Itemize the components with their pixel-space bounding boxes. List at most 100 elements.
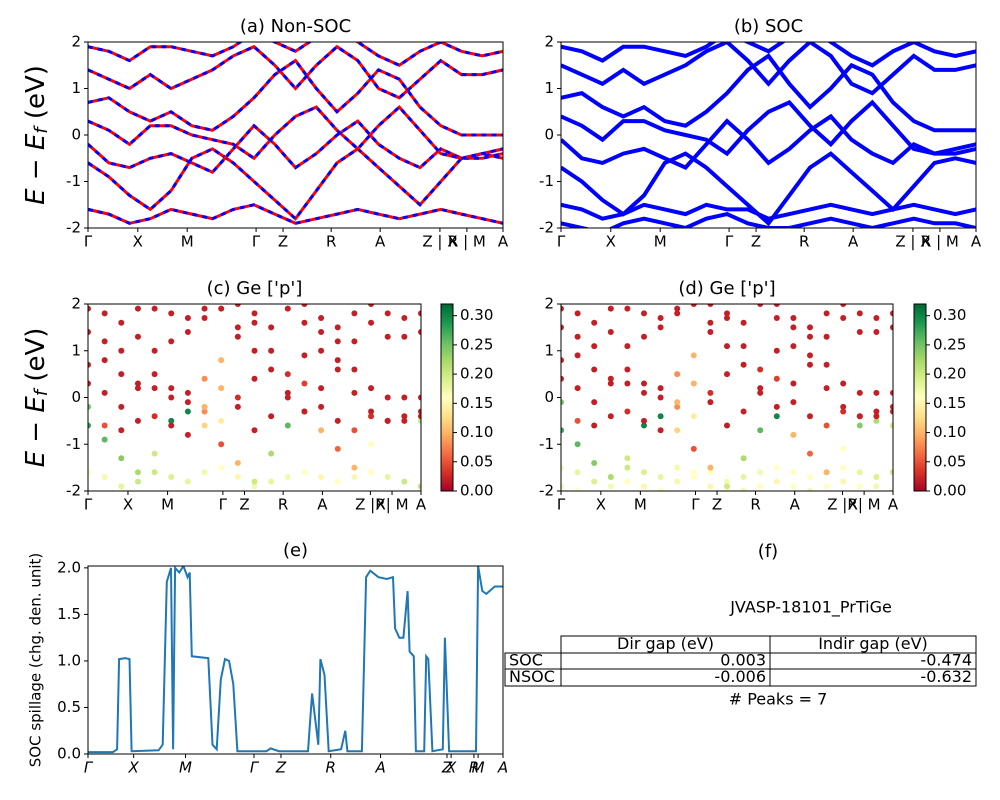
projection-point (757, 385, 764, 392)
projection-point (624, 380, 631, 387)
projection-point (268, 324, 275, 331)
projection-point (724, 422, 730, 429)
projection-point (690, 352, 697, 359)
row-label: NSOC (509, 667, 555, 686)
projection-point (234, 403, 241, 410)
y-tick-label: 1.0 (57, 651, 81, 669)
projection-point (574, 385, 581, 392)
table-cell (769, 668, 977, 687)
projection-point (284, 394, 291, 401)
x-tick-label: Z | X (895, 233, 930, 251)
plot-area (88, 42, 503, 225)
projection-point (301, 319, 308, 326)
x-tick-label: R (469, 759, 479, 777)
projection-point (591, 343, 598, 350)
projection-point (840, 380, 847, 387)
band-line (88, 44, 503, 100)
projection-point (591, 319, 598, 326)
projection-point (707, 483, 714, 490)
projection-point (134, 417, 141, 424)
projection-point (757, 427, 764, 434)
colorbar (441, 304, 453, 491)
projection-point (284, 305, 291, 312)
plot-area (561, 304, 893, 491)
colorbar-tick-label: 0.05 (933, 452, 966, 470)
projection-point (823, 385, 830, 392)
projection-point (624, 366, 631, 373)
projection-point (301, 304, 308, 307)
x-tick-label: A (971, 233, 982, 251)
projection-point (384, 310, 391, 317)
x-tick-label: M (161, 496, 174, 514)
x-tick-label: Z (275, 759, 287, 777)
projection-point (890, 422, 893, 429)
projection-point (401, 394, 408, 401)
colorbar-tick-label: 0.15 (933, 394, 966, 412)
x-tick-label: Γ (84, 496, 93, 514)
projection-point (88, 380, 91, 387)
projection-point (318, 427, 325, 434)
colorbar-tick-label: 0.00 (460, 482, 493, 500)
x-tick-label: A (790, 496, 801, 514)
projection-point (218, 441, 225, 448)
panel-title: (a) Non-SOC (240, 16, 351, 37)
projection-point (823, 361, 830, 368)
x-tick-label: Γ (252, 233, 261, 251)
projection-point (641, 389, 647, 396)
projection-point (740, 455, 747, 462)
x-tick-label: R | M (921, 233, 959, 251)
projection-point (134, 469, 141, 476)
x-tick-label: X (133, 233, 143, 251)
x-tick-label: R (326, 233, 336, 251)
projection-point (840, 408, 847, 415)
projection-point (657, 488, 664, 491)
x-tick-label: X| M (376, 496, 409, 514)
projection-point (284, 389, 291, 396)
projection-point (168, 385, 175, 392)
colorbar-tick-label: 0.05 (460, 452, 493, 470)
projection-point (574, 488, 581, 491)
projection-point (890, 403, 893, 410)
y-tick-label: 2.0 (57, 558, 81, 576)
x-tick-label: R (326, 759, 336, 777)
projection-point (740, 343, 747, 350)
projection-point (134, 478, 141, 485)
projection-point (624, 305, 631, 312)
projection-point (607, 375, 614, 382)
projection-point (690, 473, 697, 480)
projection-point (268, 478, 275, 485)
projection-point (118, 455, 125, 462)
projection-point (218, 464, 225, 471)
colorbar (914, 304, 926, 491)
x-tick-label: Γ (250, 759, 260, 777)
projection-point (251, 427, 258, 434)
projection-point (657, 427, 664, 434)
projection-point (757, 304, 764, 307)
projection-point (790, 380, 797, 387)
projection-point (318, 347, 325, 354)
y-tick-label: 0 (544, 126, 554, 144)
x-tick-label: M (472, 759, 485, 777)
projection-point (218, 305, 225, 312)
projection-point (790, 324, 797, 331)
y-label-main: E − E (21, 396, 51, 468)
projection-point (807, 333, 813, 340)
projection-point (184, 431, 191, 438)
colorbar-frame (440, 303, 454, 492)
projection-point (724, 343, 730, 350)
projection-point (151, 469, 158, 476)
projection-point (401, 333, 408, 340)
projection-point (641, 469, 647, 476)
projection-point (607, 305, 614, 312)
projection-point (790, 483, 797, 490)
projection-point (168, 310, 175, 317)
projection-point (624, 343, 631, 350)
projection-point (807, 413, 813, 420)
projection-point (134, 333, 141, 340)
projection-point (301, 380, 308, 387)
projection-point (368, 441, 375, 448)
projection-point (318, 315, 325, 322)
projection-point (674, 310, 681, 317)
x-tick-label: X (128, 759, 140, 777)
